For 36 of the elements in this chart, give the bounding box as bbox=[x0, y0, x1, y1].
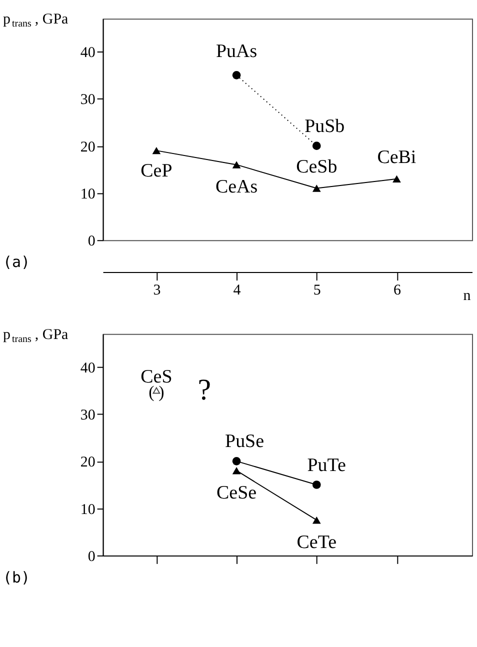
point bbox=[232, 161, 241, 168]
annotation: PuSb bbox=[304, 116, 345, 137]
y-tick-label: 30 bbox=[80, 92, 96, 108]
annotation: CeAs bbox=[215, 176, 258, 198]
y-tick-label: 0 bbox=[88, 234, 96, 250]
point bbox=[312, 142, 321, 150]
annotation: CeTe bbox=[296, 532, 336, 554]
point bbox=[312, 480, 321, 489]
x-axis-title: n bbox=[463, 288, 472, 304]
y-tick-label: 40 bbox=[80, 360, 96, 376]
y-tick-label: 0 bbox=[88, 548, 96, 565]
annotation: CeP bbox=[140, 160, 172, 182]
text: (a) bbox=[2, 253, 30, 272]
annotation: PuTe bbox=[307, 454, 346, 476]
annotation: ? bbox=[198, 373, 211, 406]
x-tick-label: 6 bbox=[393, 282, 402, 298]
y-tick-label: 10 bbox=[80, 502, 96, 518]
annotation: PuSe bbox=[225, 431, 264, 452]
annotation: CeBi bbox=[377, 146, 416, 168]
point bbox=[392, 175, 401, 182]
x-tick-label: 3 bbox=[153, 282, 161, 298]
text: (b) bbox=[2, 568, 30, 586]
point bbox=[232, 70, 241, 80]
y-tick-label: 30 bbox=[80, 408, 96, 424]
y-tick-label: 20 bbox=[80, 454, 96, 471]
point bbox=[152, 146, 161, 154]
y-tick-label: 20 bbox=[80, 139, 96, 156]
y-tick-label: 10 bbox=[80, 186, 96, 202]
x-tick-label: 4 bbox=[233, 282, 242, 298]
x-tick-label: 5 bbox=[313, 282, 321, 298]
annotation: CeSe bbox=[216, 482, 257, 504]
point bbox=[232, 457, 241, 466]
annotation: PuAs bbox=[216, 41, 258, 62]
point bbox=[312, 184, 321, 192]
y-tick-label: 40 bbox=[80, 45, 96, 62]
annotation: CeSb bbox=[296, 156, 338, 178]
